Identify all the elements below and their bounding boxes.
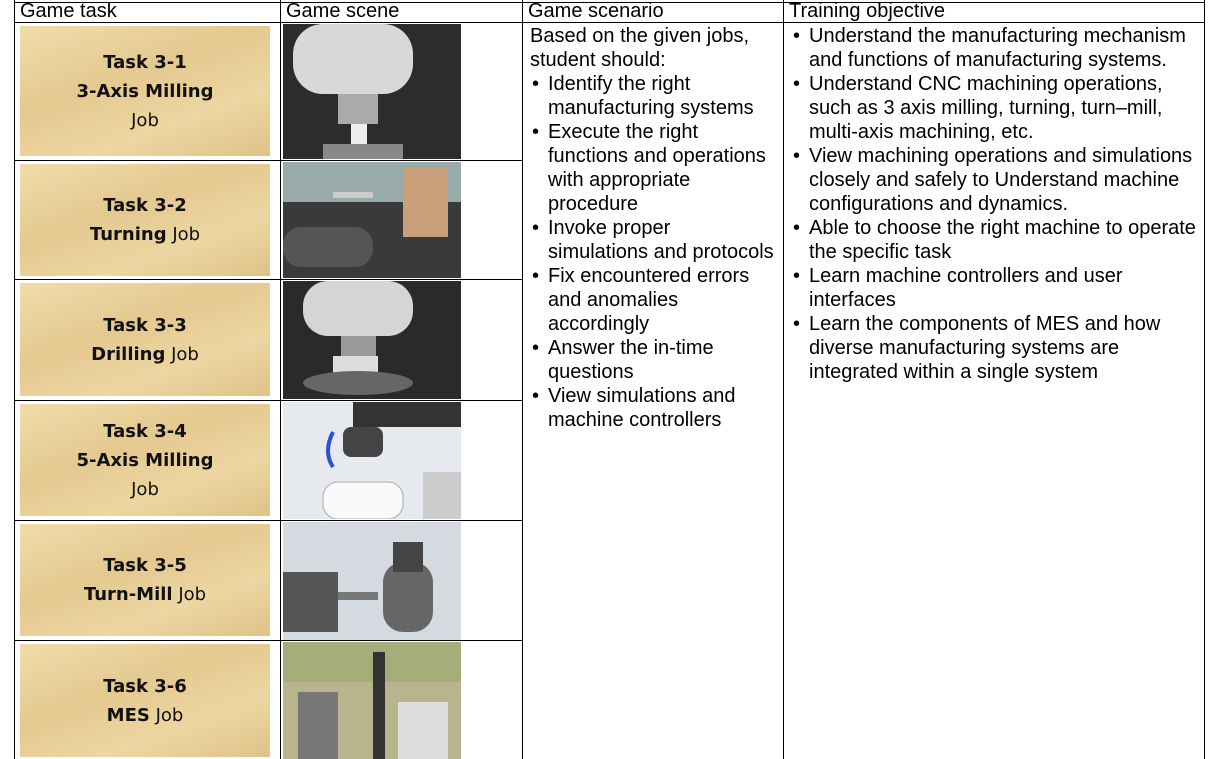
task-job: Job bbox=[131, 478, 159, 500]
scenario-cell: Based on the given jobs, student should:… bbox=[530, 24, 775, 432]
border bbox=[783, 0, 784, 759]
border bbox=[14, 640, 522, 641]
task-card: Task 3-5 Turn-Mill Job bbox=[20, 524, 270, 636]
border bbox=[14, 400, 522, 401]
scene-image bbox=[283, 402, 461, 519]
task-number: Task 3-6 bbox=[103, 675, 187, 697]
scenario-bullet: View simulations and machine controllers bbox=[530, 384, 775, 432]
scenario-bullet: Identify the right manufacturing systems bbox=[530, 72, 775, 120]
border bbox=[14, 2, 1204, 3]
task-number: Task 3-5 bbox=[103, 555, 187, 576]
task-number: Task 3-4 bbox=[103, 420, 187, 442]
scenario-bullet: Answer the in-time questions bbox=[530, 336, 775, 384]
border bbox=[14, 160, 522, 161]
task-line: Turn-Mill Job bbox=[84, 580, 206, 609]
objective-bullet: View machining operations and simulation… bbox=[791, 144, 1201, 216]
scenario-intro: Based on the given jobs, student should: bbox=[530, 25, 750, 71]
task-job: Job bbox=[172, 224, 201, 245]
objective-cell: Understand the manufacturing mechanism a… bbox=[791, 24, 1201, 384]
column-header: Game scene bbox=[286, 0, 400, 22]
task-name: 5-Axis Milling bbox=[76, 449, 214, 471]
task-name: MES bbox=[106, 704, 150, 726]
task-card: Task 3-2 Turning Job bbox=[20, 164, 270, 276]
scenario-bullet: Execute the right functions and operatio… bbox=[530, 120, 775, 216]
task-card: Task 3-1 3-Axis Milling Job bbox=[20, 26, 270, 156]
column-header: Training objective bbox=[789, 0, 946, 22]
objective-bullet: Understand CNC machining operations, suc… bbox=[791, 72, 1201, 144]
task-line: MES Job bbox=[107, 701, 184, 730]
scene-image bbox=[283, 24, 461, 159]
task-number: Task 3-2 bbox=[103, 195, 187, 216]
task-job: Job bbox=[155, 704, 184, 726]
border bbox=[14, 279, 522, 280]
border bbox=[14, 520, 522, 521]
task-name: Turn-Mill bbox=[83, 584, 173, 605]
task-job: Job bbox=[171, 343, 199, 365]
scene-image bbox=[283, 642, 461, 759]
task-name: Drilling bbox=[91, 343, 166, 365]
column-header: Game scenario bbox=[528, 0, 664, 22]
task-line: Turning Job bbox=[90, 220, 200, 249]
objective-bullet: Understand the manufacturing mechanism a… bbox=[791, 24, 1201, 72]
column-header: Game task bbox=[20, 0, 117, 22]
task-line: Drilling Job bbox=[91, 340, 199, 369]
border bbox=[280, 0, 281, 759]
scenario-bullet: Invoke proper simulations and protocols bbox=[530, 216, 775, 264]
scenario-bullet: Fix encountered errors and anomalies acc… bbox=[530, 264, 775, 336]
task-card: Task 3-6 MES Job bbox=[20, 644, 270, 757]
scene-image bbox=[283, 281, 461, 399]
task-card: Task 3-4 5-Axis Milling Job bbox=[20, 404, 270, 516]
border bbox=[522, 0, 523, 759]
objective-bullet: Learn the components of MES and how dive… bbox=[791, 312, 1201, 384]
task-name: Turning bbox=[89, 224, 167, 245]
objective-bullet: Able to choose the right machine to oper… bbox=[791, 216, 1201, 264]
border bbox=[14, 0, 15, 759]
task-number: Task 3-3 bbox=[103, 314, 187, 336]
scene-image bbox=[283, 522, 461, 640]
task-job: Job bbox=[131, 109, 159, 131]
task-name: 3-Axis Milling bbox=[76, 80, 214, 102]
scene-image bbox=[283, 162, 461, 278]
objective-bullet: Learn machine controllers and user inter… bbox=[791, 264, 1201, 312]
border bbox=[1204, 0, 1205, 759]
border bbox=[14, 22, 1204, 23]
task-number: Task 3-1 bbox=[103, 51, 187, 73]
task-job: Job bbox=[178, 584, 207, 605]
task-card: Task 3-3 Drilling Job bbox=[20, 283, 270, 396]
